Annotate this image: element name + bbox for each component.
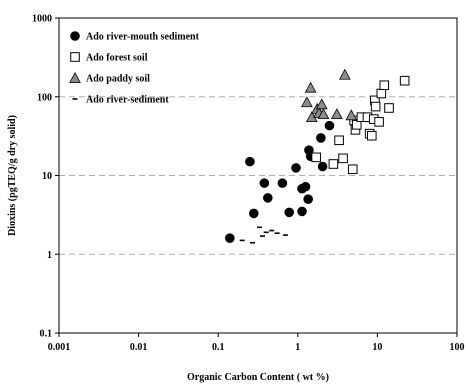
x-tick-label: 0.01 bbox=[130, 342, 148, 353]
data-point bbox=[331, 108, 343, 120]
data-point bbox=[374, 117, 384, 127]
data-point bbox=[263, 193, 273, 203]
data-point bbox=[338, 68, 351, 80]
y-tick-label: 100 bbox=[37, 92, 52, 103]
legend-label: Ado paddy soil bbox=[86, 74, 150, 85]
data-point bbox=[384, 103, 394, 113]
x-tick-label: 10 bbox=[372, 342, 382, 353]
y-axis-title: Dioxins (pgTEQ/g dry solid) bbox=[7, 115, 18, 236]
y-tick-label: 10 bbox=[42, 171, 52, 182]
data-point bbox=[376, 88, 387, 99]
x-axis-title: Organic Carbon Content ( wt %) bbox=[187, 372, 329, 383]
data-point bbox=[334, 135, 344, 146]
y-tick-label: 0.1 bbox=[40, 329, 53, 340]
data-point bbox=[248, 208, 259, 219]
plot-frame bbox=[58, 17, 458, 334]
data-point bbox=[317, 108, 330, 120]
data-point bbox=[324, 120, 335, 131]
legend-label: Ado river-sediment bbox=[86, 95, 169, 106]
data-point bbox=[316, 133, 326, 143]
data-point bbox=[284, 207, 295, 218]
y-tick-label: 1 bbox=[47, 250, 52, 261]
data-point bbox=[303, 194, 313, 205]
grid-lines bbox=[59, 96, 457, 255]
data-point bbox=[315, 98, 328, 110]
legend-marker bbox=[70, 31, 80, 41]
data-point bbox=[311, 152, 321, 163]
x-tick-label: 1 bbox=[295, 342, 300, 353]
data-point bbox=[245, 156, 255, 167]
data-point bbox=[291, 163, 301, 173]
data-point bbox=[225, 233, 235, 243]
data-point bbox=[277, 178, 288, 188]
axis-ticks: 0.001 0.01 0.1 1 10 100 0.1 1 10 100 1000 bbox=[32, 14, 465, 354]
data-point bbox=[366, 130, 377, 141]
x-tick-label: 100 bbox=[450, 342, 465, 353]
data-point bbox=[300, 181, 311, 192]
x-tick-label: 0.1 bbox=[212, 342, 225, 353]
series-filled-triangle bbox=[300, 68, 358, 123]
legend: Ado river-mouth sediment Ado forest soil A… bbox=[69, 31, 200, 106]
data-point bbox=[317, 161, 328, 172]
data-point bbox=[370, 101, 381, 112]
legend-marker bbox=[69, 71, 81, 83]
data-point bbox=[379, 80, 390, 91]
legend-label: Ado river-mouth sediment bbox=[86, 32, 200, 43]
data-point bbox=[345, 109, 358, 121]
y-tick-label: 1000 bbox=[32, 14, 52, 25]
legend-marker bbox=[70, 52, 80, 62]
data-point bbox=[297, 206, 307, 217]
data-point bbox=[300, 96, 313, 108]
data-point bbox=[338, 153, 348, 164]
data-point bbox=[259, 178, 270, 188]
data-points bbox=[225, 68, 410, 244]
data-point bbox=[304, 81, 317, 93]
data-point bbox=[328, 159, 339, 169]
x-tick-label: 0.001 bbox=[48, 342, 71, 353]
legend-label: Ado forest soil bbox=[86, 53, 148, 64]
series-open-square bbox=[311, 75, 410, 175]
data-point bbox=[399, 75, 410, 86]
series-filled-circle bbox=[225, 120, 335, 243]
data-point bbox=[347, 164, 358, 175]
series-dash bbox=[239, 226, 288, 244]
